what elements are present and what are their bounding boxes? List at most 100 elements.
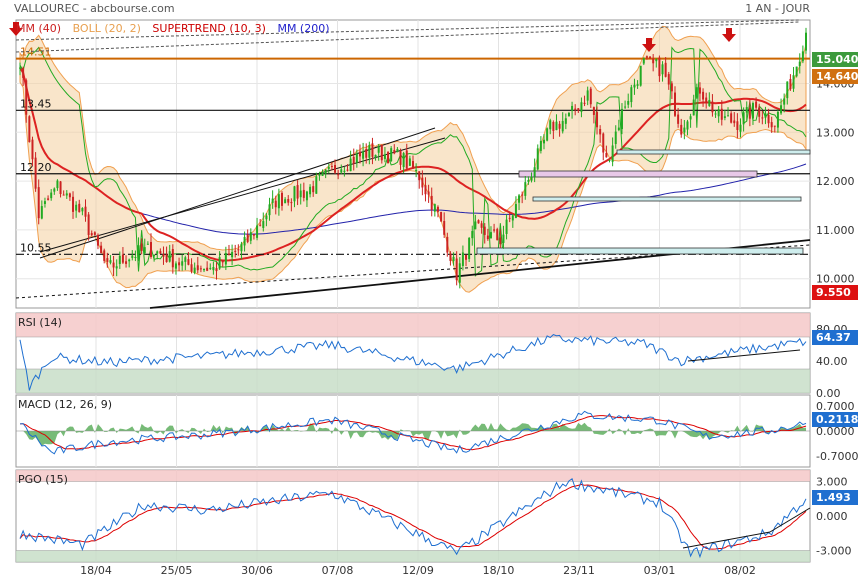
candle-body	[156, 251, 159, 254]
candle-body	[209, 267, 212, 269]
candle-body	[723, 116, 726, 118]
candle-body	[730, 113, 733, 123]
candle-body	[399, 151, 402, 165]
candle-body	[231, 252, 234, 258]
candle-body	[346, 169, 349, 171]
x-tick-label: 03/01	[644, 564, 676, 577]
candle-body	[443, 221, 446, 235]
candle-body	[686, 121, 689, 130]
candle-body	[249, 232, 252, 241]
candle-body	[290, 202, 293, 204]
signal-arrow-icon	[642, 38, 656, 52]
candle-body	[674, 92, 676, 116]
candle-body	[134, 256, 137, 258]
level-label-3: 10.55	[20, 241, 52, 254]
candle-body	[256, 225, 259, 238]
candle-body	[168, 251, 171, 262]
osc-signal-line	[19, 483, 807, 550]
low-price-badge: 9.550	[812, 285, 858, 300]
candle-body	[90, 233, 93, 236]
candle-body	[530, 176, 533, 181]
candle-body	[767, 114, 770, 124]
candle-body	[59, 181, 62, 195]
candle-body	[234, 250, 237, 252]
candle-body	[199, 268, 202, 270]
candle-body	[786, 81, 789, 99]
candle-body	[125, 261, 128, 264]
channel-line-0	[15, 19, 801, 41]
candle-body	[661, 64, 664, 75]
candle-body	[31, 139, 34, 160]
chart-title: VALLOUREC - abcbourse.com	[14, 2, 175, 15]
candle-body	[284, 199, 287, 204]
candle-body	[380, 144, 383, 161]
candle-body	[446, 236, 449, 253]
candle-body	[549, 120, 552, 130]
x-tick-label: 08/02	[724, 564, 756, 577]
panel-frame-3	[15, 469, 811, 563]
candle-body	[776, 111, 779, 128]
candle-body	[705, 97, 708, 104]
candle-body	[430, 195, 433, 210]
candle-body	[496, 229, 499, 241]
candle-body	[552, 121, 555, 131]
candle-body	[627, 100, 630, 105]
candle-body	[218, 257, 221, 269]
candle-body	[327, 166, 330, 169]
pgo-trend-line-2	[769, 507, 811, 533]
candle-body	[221, 260, 224, 263]
candle-body	[34, 157, 37, 189]
candle-body	[153, 254, 156, 257]
candle-body	[377, 146, 380, 153]
candle-body	[727, 115, 730, 117]
candle-body	[583, 102, 586, 104]
candle-body	[240, 243, 243, 252]
candle-body	[299, 190, 302, 198]
candle-body	[302, 189, 305, 198]
candle-body	[636, 84, 639, 86]
pgo-value-badge: 1.493	[812, 490, 858, 505]
candle-body	[533, 167, 536, 177]
price-tick-label: 10.000	[816, 273, 855, 286]
candle-body	[649, 56, 652, 59]
candle-body	[252, 234, 255, 236]
candle-body	[115, 266, 118, 269]
macd-panel-label: MACD (12, 26, 9)	[18, 398, 113, 411]
legend-mm200: MM (200)	[277, 22, 330, 35]
candle-body	[677, 114, 680, 124]
candle-body	[106, 258, 109, 262]
candle-body	[365, 149, 368, 158]
candle-body	[736, 121, 739, 131]
ma200-line	[19, 67, 807, 235]
candle-body	[215, 268, 218, 272]
candle-body	[352, 156, 355, 164]
candle-body	[733, 120, 736, 124]
candle-body	[96, 235, 99, 246]
candle-body	[489, 232, 492, 239]
candle-body	[608, 159, 611, 161]
candle-body	[78, 203, 81, 213]
candle-body	[748, 107, 751, 119]
candle-body	[368, 145, 371, 158]
candle-body	[543, 139, 545, 144]
trend-line-3	[15, 244, 811, 299]
candle-body	[471, 231, 474, 239]
candle-body	[68, 193, 71, 198]
candle-body	[617, 127, 620, 131]
oversold-zone	[16, 550, 810, 562]
candle-body	[783, 98, 786, 105]
overbought-zone	[16, 313, 810, 337]
candle-body	[412, 161, 414, 169]
candle-body	[193, 267, 196, 273]
candle-body	[28, 116, 31, 143]
zone-rect-1	[532, 196, 802, 202]
x-tick-label: 25/05	[161, 564, 193, 577]
x-tick-label: 30/06	[241, 564, 273, 577]
osc-tick-label: 0.0000	[816, 425, 855, 438]
candle-body	[140, 243, 143, 251]
last-price-badge: 15.040	[812, 52, 858, 67]
candle-body	[362, 151, 365, 159]
osc-main-line	[19, 410, 807, 455]
candle-body	[159, 251, 162, 254]
level-label-0: 14.51	[20, 46, 52, 59]
